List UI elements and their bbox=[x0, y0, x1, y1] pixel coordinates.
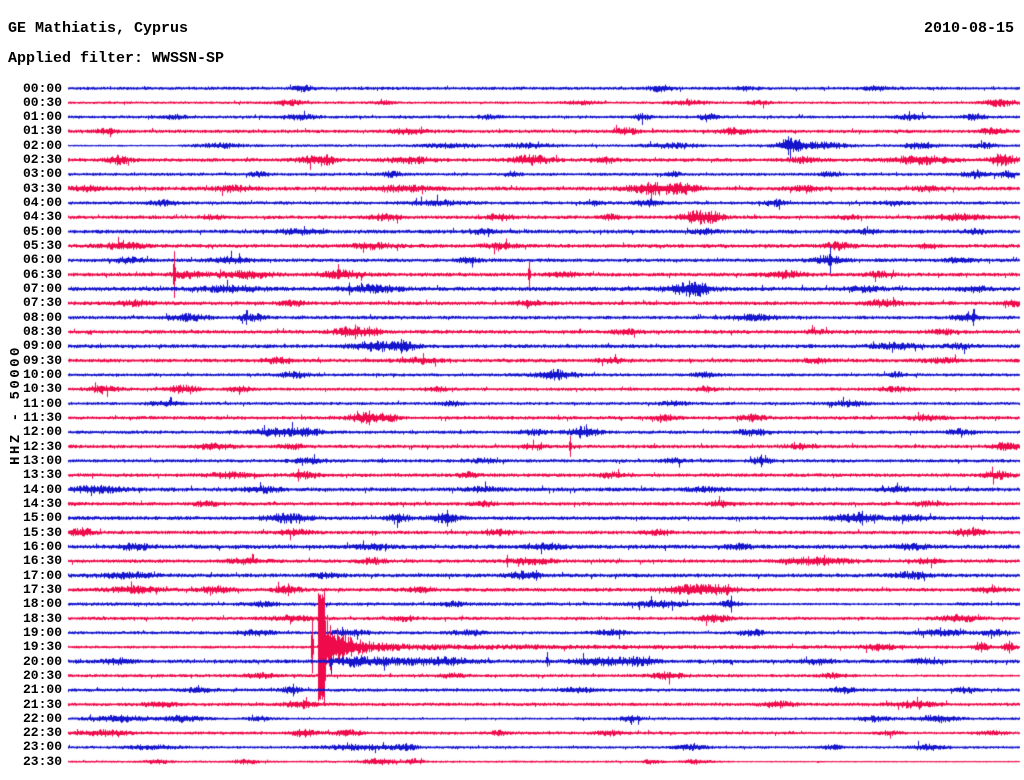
seismogram-canvas bbox=[0, 0, 1024, 780]
helicorder-page: GE Mathiatis, Cyprus 2010-08-15 Applied … bbox=[0, 0, 1024, 780]
